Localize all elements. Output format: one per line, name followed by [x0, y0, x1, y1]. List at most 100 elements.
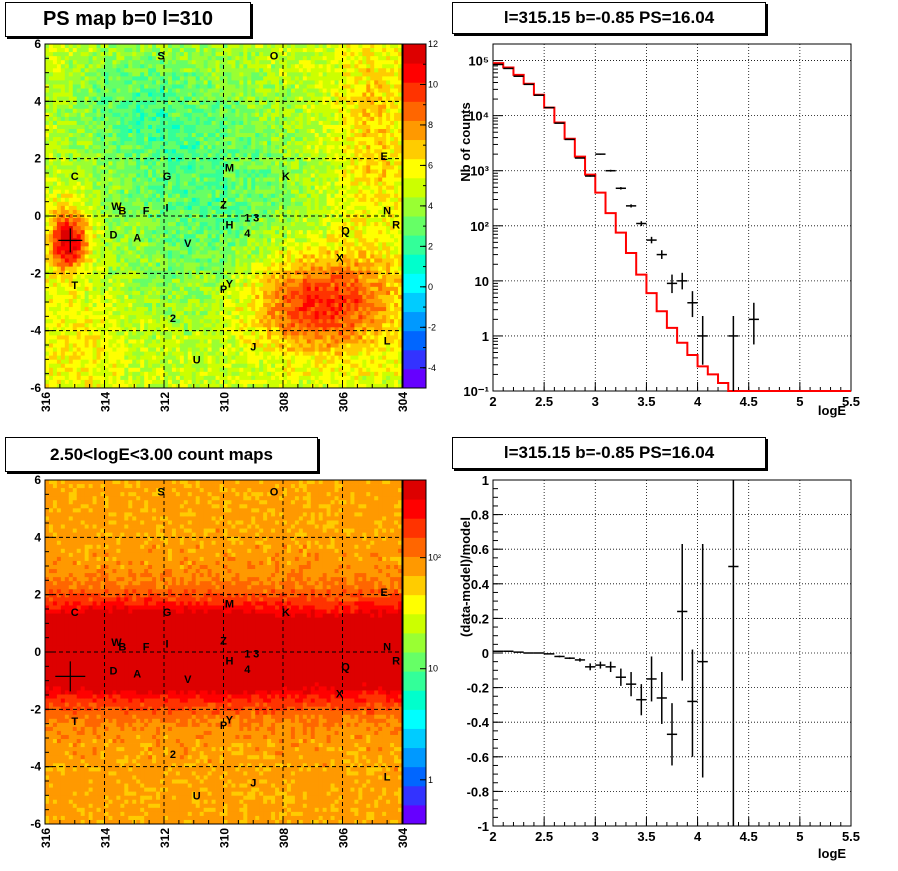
y-tick-label: -4 — [30, 324, 41, 338]
source-label: T — [71, 716, 78, 728]
data-point — [615, 187, 626, 190]
colorbar-tick-label: 10 — [428, 664, 438, 674]
x-tick-label: 2.5 — [535, 829, 553, 844]
data-point — [687, 291, 698, 318]
source-label: T — [71, 280, 78, 292]
colorbar-tick-label: 2 — [428, 241, 433, 251]
colorbar-tick-label: -4 — [428, 363, 436, 373]
x-tick-label: 2.5 — [535, 394, 553, 409]
y-tick-label: 0 — [34, 209, 41, 223]
source-label: S — [157, 50, 164, 62]
data-point — [697, 316, 708, 365]
source-label: B — [118, 205, 126, 217]
y-tick-label: -0.8 — [467, 784, 489, 799]
source-label: I — [165, 202, 168, 214]
y-axis-label: Nb of counts — [458, 102, 473, 181]
source-label: E — [380, 151, 387, 163]
y-tick-label: -0.6 — [467, 750, 489, 765]
data-point — [666, 274, 678, 294]
source-label: 1 — [244, 648, 250, 660]
ps-grid — [45, 44, 402, 388]
data-point — [646, 656, 657, 702]
colorbar-tick-label: 4 — [428, 201, 433, 211]
source-label: 2 — [170, 749, 176, 761]
colorbar-tick-label: 1 — [428, 775, 433, 785]
data-point — [636, 221, 647, 227]
x-axis-label: logE — [818, 846, 846, 861]
x-tick-label: 3.5 — [637, 394, 655, 409]
data-point — [646, 236, 657, 244]
source-label: C — [71, 607, 79, 619]
y-tick-label: 10⁴ — [468, 109, 489, 124]
x-tick-label: 2 — [489, 829, 496, 844]
data-point — [677, 272, 688, 290]
source-label: K — [282, 171, 290, 183]
source-label: D — [109, 230, 117, 242]
colorbar-tick-label: -2 — [428, 322, 436, 332]
source-label: G — [163, 171, 172, 183]
colorbar-tick-label: 10² — [428, 553, 441, 563]
y-tick-label: 10² — [470, 219, 489, 234]
y-tick-label: 1 — [482, 473, 489, 488]
plot-frame — [492, 43, 852, 392]
source-label: O — [270, 486, 279, 498]
spectrum-data-points — [493, 63, 759, 391]
source-label: 2 — [170, 313, 176, 325]
source-label: V — [184, 238, 192, 250]
data-point — [595, 661, 606, 669]
source-label: D — [109, 666, 117, 678]
y-tick-label: 0.6 — [471, 542, 489, 557]
y-tick-label: 2 — [34, 152, 41, 166]
data-point — [554, 655, 565, 658]
spectrum-panel: 2 2.5 3 3.5 4 4.5 5 5.5 10⁵ 10⁴ 10³ 10² 10 1 10⁻¹ logE N… — [458, 43, 860, 418]
count-map-title: 2.50<logE<3.00 count maps — [5, 437, 318, 472]
y-tick-label: 10⁻¹ — [463, 384, 489, 399]
y-tick-label: -0.2 — [467, 681, 489, 696]
colorbar-tick-label: 12 — [428, 39, 438, 49]
ps-colorbar: 12 10 8 6 4 2 0 -2 -4 — [402, 39, 438, 389]
x-tick-label: 5.5 — [842, 829, 860, 844]
source-label: P — [220, 284, 227, 296]
data-point — [595, 153, 606, 155]
source-label: W — [111, 637, 122, 649]
source-label: R — [392, 656, 400, 668]
x-tick-label: 314 — [99, 828, 113, 848]
data-point — [666, 703, 678, 766]
source-label: R — [392, 220, 400, 232]
source-label: L — [384, 772, 391, 784]
source-label: H — [225, 220, 233, 232]
source-label: J — [250, 777, 256, 789]
source-label: P — [220, 720, 227, 732]
data-point — [656, 672, 667, 724]
y-tick-label: 10³ — [470, 164, 489, 179]
x-tick-label: 312 — [158, 828, 172, 848]
ps-heatmap-cells — [45, 44, 403, 389]
y-tick-label: 4 — [34, 530, 41, 544]
colorbar-tick-label: 8 — [428, 120, 433, 130]
source-label: W — [111, 201, 122, 213]
y-tick-label: -2 — [30, 702, 41, 716]
source-label: N — [383, 205, 391, 217]
residuals-panel: 2 2.5 3 3.5 4 4.5 5 5.5 1 0.8 0.6 0.4 0.2 0 -0.2 -0.4 -0… — [458, 473, 860, 861]
y-tick-label: -0.4 — [467, 715, 490, 730]
source-label: V — [184, 674, 192, 686]
source-label: X — [336, 689, 344, 701]
x-tick-label: 308 — [277, 392, 291, 412]
y-tick-label: -2 — [30, 266, 41, 280]
source-label: S — [157, 486, 164, 498]
data-point — [697, 544, 708, 778]
source-label: M — [225, 598, 234, 610]
source-label: I — [165, 638, 168, 650]
x-tick-label: 308 — [277, 828, 291, 848]
source-label: 4 — [244, 664, 251, 676]
source-label: Z — [220, 636, 227, 648]
y-tick-label: 0.4 — [471, 577, 490, 592]
data-point — [656, 250, 667, 259]
x-tick-label: 310 — [218, 392, 232, 412]
residual-data-points — [493, 480, 739, 826]
y-tick-label: 2 — [34, 588, 41, 602]
cnt-grid — [45, 480, 402, 824]
y-tick-label: 4 — [34, 94, 41, 108]
data-point — [625, 204, 637, 208]
